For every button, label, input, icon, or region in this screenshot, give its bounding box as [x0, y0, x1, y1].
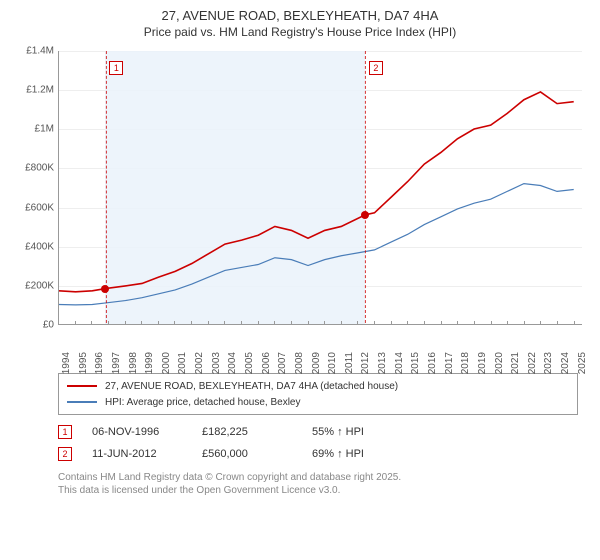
x-axis-label: 2003 — [211, 352, 222, 388]
series-line — [59, 92, 574, 292]
legend-swatch — [67, 401, 97, 403]
sale-hpi: 55% ↑ HPI — [312, 426, 402, 438]
licence-line-1: Contains HM Land Registry data © Crown c… — [58, 471, 590, 484]
sale-price: £560,000 — [202, 448, 292, 460]
y-axis-label: £1M — [10, 124, 54, 135]
x-axis-label: 1996 — [94, 352, 105, 388]
x-axis-label: 2013 — [377, 352, 388, 388]
sale-marker-box: 1 — [109, 61, 123, 75]
licence-text: Contains HM Land Registry data © Crown c… — [58, 471, 590, 497]
x-axis-label: 2002 — [194, 352, 205, 388]
x-axis-label: 2009 — [311, 352, 322, 388]
sale-price: £182,225 — [202, 426, 292, 438]
y-axis-label: £600K — [10, 202, 54, 213]
x-axis-label: 2008 — [294, 352, 305, 388]
x-axis-label: 1997 — [111, 352, 122, 388]
x-axis-label: 2023 — [543, 352, 554, 388]
licence-line-2: This data is licensed under the Open Gov… — [58, 484, 590, 497]
x-axis-label: 2007 — [277, 352, 288, 388]
price-chart: £0£200K£400K£600K£800K£1M£1.2M£1.4M 1994… — [10, 47, 590, 367]
x-axis-label: 2024 — [560, 352, 571, 388]
x-axis-label: 2014 — [394, 352, 405, 388]
x-axis-label: 1998 — [128, 352, 139, 388]
legend-item: HPI: Average price, detached house, Bexl… — [67, 394, 569, 410]
plot-area — [58, 51, 582, 325]
chart-title: 27, AVENUE ROAD, BEXLEYHEATH, DA7 4HA — [10, 8, 590, 23]
x-axis-label: 2020 — [494, 352, 505, 388]
x-axis-label: 2016 — [427, 352, 438, 388]
x-axis-label: 2011 — [344, 352, 355, 388]
series-line — [59, 184, 574, 305]
x-axis-label: 2000 — [161, 352, 172, 388]
sale-date: 06-NOV-1996 — [92, 426, 182, 438]
chart-lines — [59, 51, 582, 324]
y-axis-label: £1.4M — [10, 46, 54, 57]
x-axis-label: 2005 — [244, 352, 255, 388]
legend-label: HPI: Average price, detached house, Bexl… — [105, 397, 301, 408]
x-axis-label: 2015 — [410, 352, 421, 388]
x-axis-label: 2012 — [360, 352, 371, 388]
x-axis-label: 1995 — [78, 352, 89, 388]
x-axis-label: 2025 — [577, 352, 588, 388]
y-axis-label: £800K — [10, 163, 54, 174]
sale-row: 2 11-JUN-2012 £560,000 69% ↑ HPI — [58, 443, 590, 465]
x-axis-label: 2001 — [177, 352, 188, 388]
sale-row: 1 06-NOV-1996 £182,225 55% ↑ HPI — [58, 421, 590, 443]
sales-table: 1 06-NOV-1996 £182,225 55% ↑ HPI 2 11-JUN-201… — [58, 421, 590, 465]
sale-marker: 2 — [58, 447, 72, 461]
sale-date: 11-JUN-2012 — [92, 448, 182, 460]
y-axis-label: £200K — [10, 280, 54, 291]
x-axis-label: 2018 — [460, 352, 471, 388]
x-axis-label: 1994 — [61, 352, 72, 388]
y-axis-label: £1.2M — [10, 85, 54, 96]
x-axis-label: 2019 — [477, 352, 488, 388]
x-axis-label: 2006 — [261, 352, 272, 388]
sale-point-marker — [101, 285, 109, 293]
x-axis-label: 2022 — [527, 352, 538, 388]
sale-marker: 1 — [58, 425, 72, 439]
y-axis-label: £0 — [10, 320, 54, 331]
x-axis-label: 2010 — [327, 352, 338, 388]
x-axis-label: 2021 — [510, 352, 521, 388]
sale-hpi: 69% ↑ HPI — [312, 448, 402, 460]
x-axis-label: 2017 — [444, 352, 455, 388]
sale-point-marker — [361, 211, 369, 219]
sale-marker-box: 2 — [369, 61, 383, 75]
x-axis-label: 2004 — [227, 352, 238, 388]
x-axis-label: 1999 — [144, 352, 155, 388]
y-axis-label: £400K — [10, 241, 54, 252]
chart-subtitle: Price paid vs. HM Land Registry's House … — [10, 25, 590, 39]
